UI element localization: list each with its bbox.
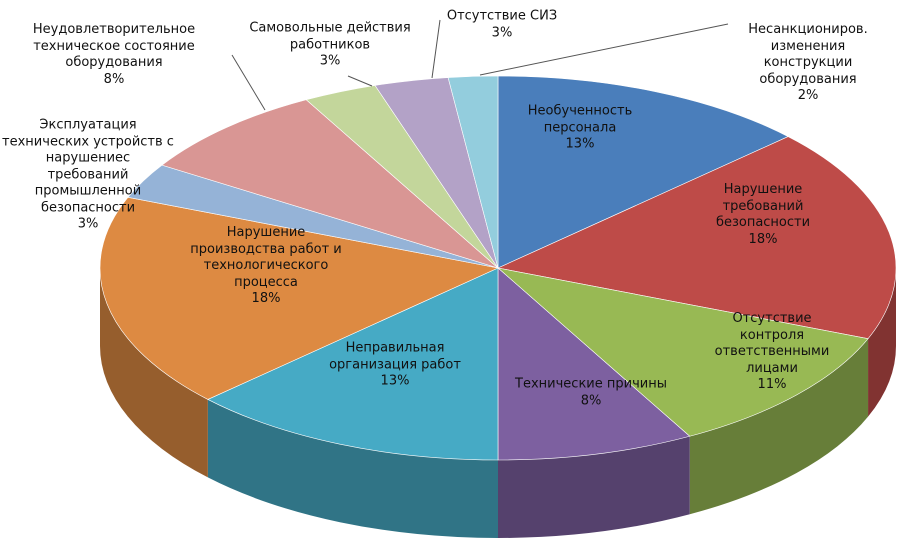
slice-label: Технические причины 8%	[515, 377, 667, 410]
category-label: Отсутствие СИЗ	[446, 8, 558, 24]
value-label: 3%	[491, 25, 513, 40]
slice	[497, 75, 789, 269]
category-label: Несанкциониров. изменения конструкции об…	[748, 21, 868, 87]
value-label: 3%	[319, 53, 341, 69]
slice-label: Отсутствие СИЗ 3%	[447, 9, 557, 42]
slice-label: Неудовлетворительное техническое состоян…	[33, 22, 195, 88]
category-label: Эксплуатация технических устройств с нар…	[2, 117, 174, 215]
slice	[496, 267, 869, 437]
value-label: 8%	[580, 393, 602, 408]
slice	[161, 99, 499, 269]
category-label: Самовольные действия работников	[249, 20, 411, 52]
value-label: 8%	[103, 71, 125, 87]
slice-label: Нарушение требований безопасности 18%	[694, 182, 832, 248]
category-label: Неудовлетворительное техническое состоян…	[32, 22, 196, 70]
category-label: Нарушение требований безопасности	[715, 182, 811, 230]
value-label: 13%	[380, 373, 410, 389]
slice-label: Самовольные действия работников 3%	[249, 20, 410, 70]
value-label: 18%	[748, 231, 778, 247]
slice-side	[99, 268, 208, 478]
value-label: 3%	[77, 216, 99, 232]
leader-line	[479, 23, 729, 76]
value-label: 18%	[251, 290, 281, 306]
category-label: Технические причины	[515, 376, 667, 392]
value-label: 13%	[565, 136, 595, 152]
slice-label: Необученность персонала 13%	[528, 103, 632, 153]
value-label: 11%	[757, 376, 787, 392]
slice-side	[868, 268, 896, 417]
leader-line	[231, 54, 266, 111]
slice	[447, 75, 499, 269]
slice-label: Несанкциониров. изменения конструкции об…	[748, 22, 867, 105]
category-label: Неправильная организация работ	[329, 340, 461, 372]
slice	[497, 136, 897, 340]
slice-side	[689, 338, 869, 515]
leader-line	[431, 19, 441, 79]
slice-label: Эксплуатация технических устройств с нар…	[2, 117, 174, 233]
leader-line	[347, 75, 373, 87]
category-label: Отсутствие контроля ответственными лицам…	[714, 310, 830, 376]
slice-label: Нарушение производства работ и технологи…	[190, 225, 342, 308]
slice-label: Неправильная организация работ 13%	[329, 340, 461, 390]
slice-label: Отсутствие контроля ответственными лицам…	[708, 311, 837, 394]
slice-side	[207, 399, 498, 538]
slice	[207, 267, 499, 461]
value-label: 2%	[797, 87, 819, 103]
category-label: Нарушение производства работ и технологи…	[190, 224, 342, 290]
category-label: Необученность персонала	[527, 103, 633, 135]
slice-side	[498, 436, 690, 538]
slice	[99, 196, 499, 400]
slice	[497, 267, 691, 461]
